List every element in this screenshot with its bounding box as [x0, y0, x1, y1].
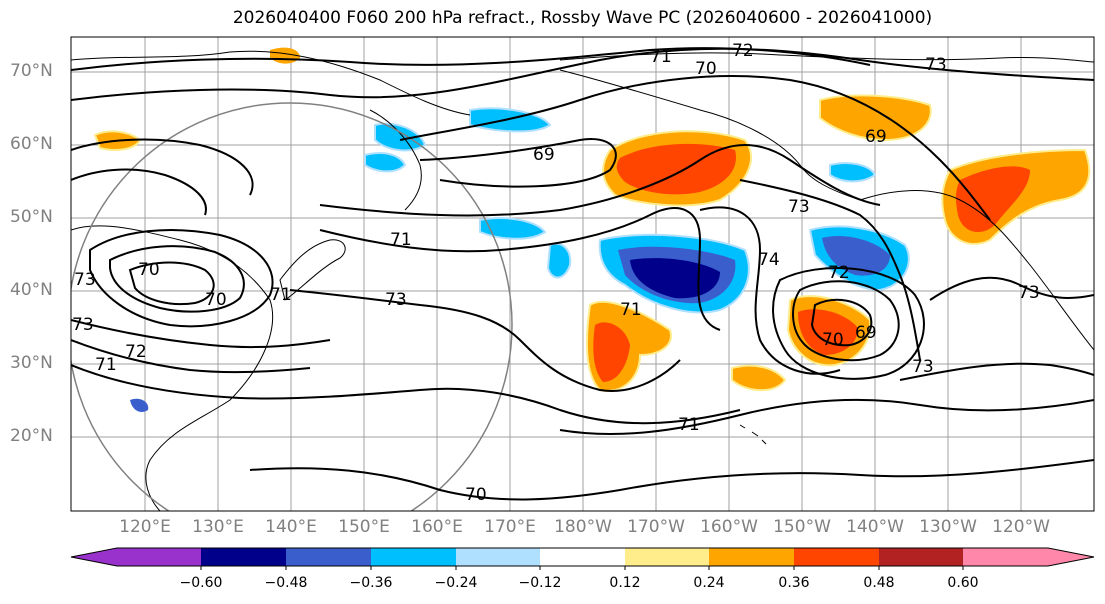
colorbar-tick-label: −0.12 — [519, 575, 562, 591]
colorbar-tick-label: 0.60 — [947, 575, 978, 591]
contour-label: 70 — [465, 485, 487, 505]
contour-label: 69 — [855, 323, 877, 343]
colorbar-band — [709, 548, 794, 566]
colorbar-band — [456, 548, 540, 566]
colorbar-band — [540, 548, 625, 566]
lat-label-50n: 50°N — [10, 207, 53, 227]
contour-label: 71 — [620, 300, 642, 320]
contour-label: 73 — [925, 55, 947, 75]
colorbar-band — [371, 548, 456, 566]
lat-label-60n: 60°N — [10, 134, 53, 154]
contour-label: 71 — [95, 355, 117, 375]
contour-label: 69 — [533, 145, 555, 165]
lon-label-150w: 150°W — [773, 517, 831, 537]
contour-label: 73 — [74, 270, 96, 290]
colorbar-tick-label: −0.48 — [265, 575, 308, 591]
colorbar-band — [794, 548, 879, 566]
lon-label-160e: 160°E — [411, 517, 463, 537]
colorbar-tick-label: −0.24 — [435, 575, 478, 591]
contour-label: 69 — [865, 127, 887, 147]
lon-label-130w: 130°W — [919, 517, 977, 537]
lon-label-140e: 140°E — [265, 517, 317, 537]
lon-label-140w: 140°W — [846, 517, 904, 537]
contour-label: 71 — [270, 285, 292, 305]
contour-label: 70 — [205, 290, 227, 310]
colorbar-tick-label: 0.48 — [863, 575, 894, 591]
lon-label-170e: 170°E — [484, 517, 536, 537]
colorbar-tick-label: −0.60 — [180, 575, 223, 591]
colorbar-band — [625, 548, 709, 566]
colorbar-band — [286, 548, 371, 566]
contour-label: 71 — [650, 47, 672, 67]
lon-label-180w: 180°W — [554, 517, 612, 537]
contour-label: 73 — [385, 290, 407, 310]
lon-label-120w: 120°W — [992, 517, 1050, 537]
colorbar-extend-low — [71, 548, 117, 566]
colorbar-band — [201, 548, 286, 566]
contour-label: 70 — [695, 59, 717, 79]
contour-label: 73 — [788, 197, 810, 217]
colorbar-band — [879, 548, 963, 566]
contour-label: 71 — [390, 230, 412, 250]
lon-label-160w: 160°W — [700, 517, 758, 537]
contour-label: 71 — [678, 415, 700, 435]
colorbar-extend-high — [1048, 548, 1094, 566]
contour-label: 72 — [732, 41, 754, 61]
lon-label-130e: 130°E — [192, 517, 244, 537]
lat-label-20n: 20°N — [10, 426, 53, 446]
colorbar-tick-label: −0.36 — [350, 575, 393, 591]
lon-label-120e: 120°E — [119, 517, 171, 537]
colorbar-band — [963, 548, 1048, 566]
contour-label: 72 — [125, 342, 147, 362]
contour-label: 73 — [1018, 283, 1040, 303]
colorbar-tick-label: 0.24 — [693, 575, 724, 591]
contour-label: 72 — [828, 263, 850, 283]
lon-label-170w: 170°W — [627, 517, 685, 537]
colorbar — [71, 548, 1094, 570]
anomaly-negative-pac2 — [548, 244, 570, 278]
contour-label: 74 — [758, 250, 780, 270]
contour-label: 70 — [138, 260, 160, 280]
lat-label-40n: 40°N — [10, 280, 53, 300]
lon-label-150e: 150°E — [338, 517, 390, 537]
contour-label: 73 — [912, 357, 934, 377]
contour-label: 70 — [822, 330, 844, 350]
colorbar-tick-label: 0.36 — [778, 575, 809, 591]
colorbar-tick-label: 0.12 — [609, 575, 640, 591]
map-canvas: 71 72 70 73 69 69 71 73 73 74 72 70 69 7… — [0, 0, 1105, 604]
contour-label: 73 — [72, 315, 94, 335]
lat-label-70n: 70°N — [10, 61, 53, 81]
lat-label-30n: 30°N — [10, 353, 53, 373]
colorbar-band — [117, 548, 201, 566]
